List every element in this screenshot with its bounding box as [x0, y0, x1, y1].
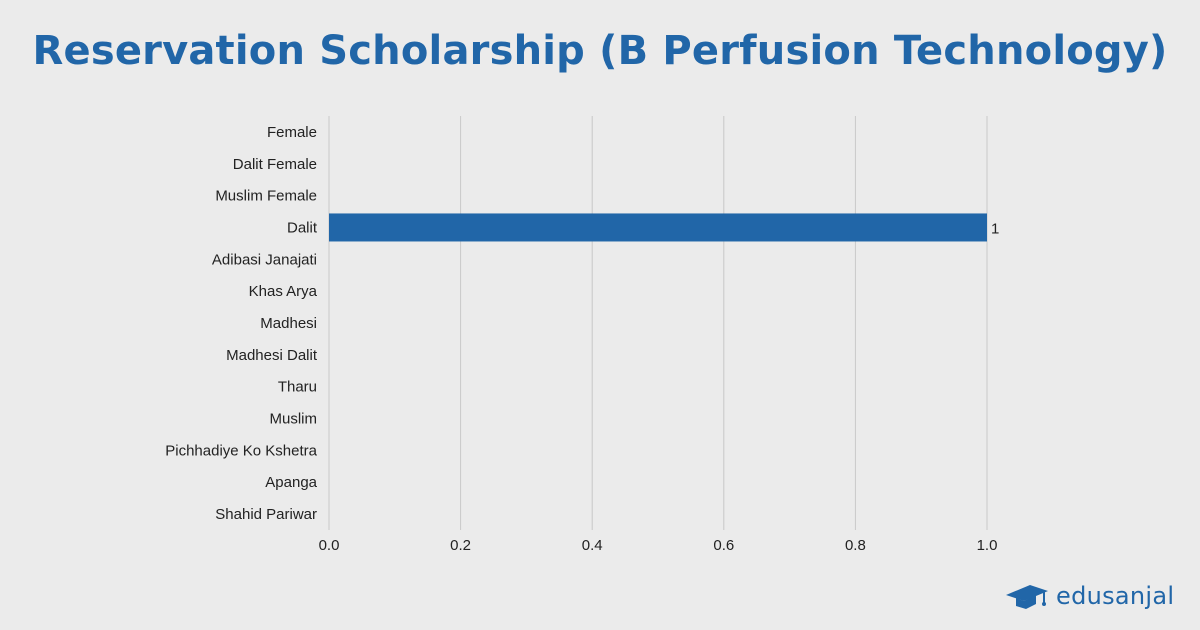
brand-name: edusanjal: [1056, 582, 1175, 610]
y-tick-label: Adibasi Janajati: [212, 251, 317, 268]
bar: [329, 213, 987, 242]
x-tick-label: 0.6: [713, 537, 734, 554]
x-tick-label: 1.0: [977, 537, 998, 554]
edusanjal-logo: edusanjal: [1004, 578, 1174, 614]
data-label: 1: [991, 220, 999, 237]
y-tick-label: Dalit Female: [233, 156, 317, 173]
y-tick-label: Muslim Female: [215, 188, 317, 205]
chart-title: Reservation Scholarship (B Perfusion Tec…: [32, 28, 1168, 74]
y-tick-label: Muslim: [270, 411, 318, 428]
x-tick-label: 0.2: [450, 537, 471, 554]
y-tick-label: Madhesi Dalit: [226, 347, 318, 364]
graduation-cap-icon: [1006, 585, 1048, 609]
y-tick-label: Apanga: [265, 474, 317, 491]
y-tick-label: Khas Arya: [249, 283, 318, 300]
y-tick-label: Female: [267, 124, 317, 141]
y-tick-label: Dalit: [287, 219, 318, 236]
y-tick-label: Madhesi: [260, 315, 317, 332]
x-tick-label: 0.4: [582, 537, 603, 554]
y-tick-label: Tharu: [278, 379, 317, 396]
x-tick-label: 0.8: [845, 537, 866, 554]
x-tick-label: 0.0: [319, 537, 340, 554]
y-tick-label: Shahid Pariwar: [215, 506, 317, 523]
y-tick-label: Pichhadiye Ko Kshetra: [165, 442, 317, 459]
